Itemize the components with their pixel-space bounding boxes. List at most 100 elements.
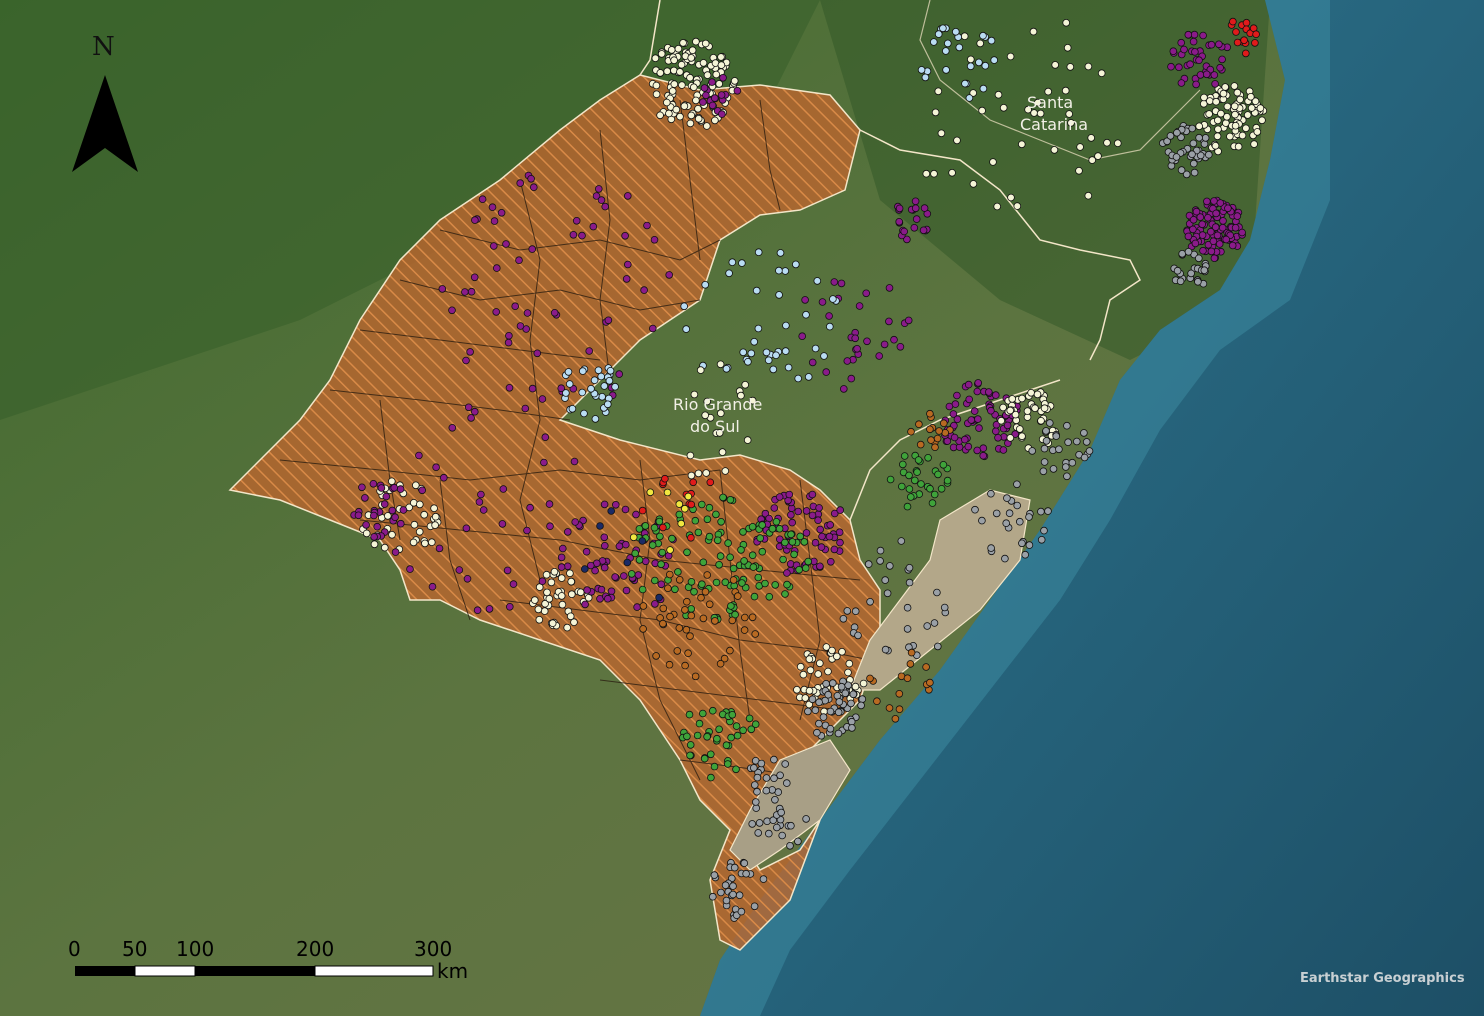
occurrence-point [905,485,914,493]
occurrence-point [382,492,391,501]
occurrence-point [650,236,659,244]
occurrence-point [965,94,974,102]
occurrence-point [739,348,747,357]
occurrence-point [729,882,737,890]
occurrence-point [1189,139,1198,148]
region-label-rs-line2: do Sul [690,417,740,436]
occurrence-point [1191,239,1200,248]
occurrence-point [1195,133,1203,142]
occurrence-point [1247,93,1255,101]
occurrence-point [1063,472,1071,481]
occurrence-point [748,613,757,622]
occurrence-point [900,452,909,460]
occurrence-point [1052,432,1060,440]
occurrence-point [969,89,977,97]
occurrence-point [873,697,881,705]
lagoon-mirim [729,739,851,871]
occurrence-point [973,446,981,455]
occurrence-point [1200,93,1208,102]
occurrence-point [722,741,731,749]
occurrence-point [607,507,615,515]
occurrence-point [971,505,979,514]
occurrence-point [666,546,674,554]
occurrence-point [834,708,843,716]
occurrence-point [943,476,952,485]
occurrence-point [1222,235,1230,244]
occurrence-point [857,701,865,710]
occurrence-point [606,366,615,375]
occurrence-point [589,222,598,231]
occurrence-point [787,511,795,519]
occurrence-point [478,195,487,204]
occurrence-point [682,625,691,634]
occurrence-point [710,762,719,771]
occurrence-point [578,388,586,397]
occurrence-point [1200,140,1209,148]
occurrence-point [658,548,667,557]
occurrence-point [811,538,820,547]
occurrence-point [838,647,846,656]
occurrence-point [1029,27,1038,36]
occurrence-point [1199,31,1207,40]
occurrence-point [567,590,576,598]
occurrence-point [748,820,756,828]
occurrence-point [528,384,537,393]
occurrence-point [1192,80,1200,89]
occurrence-point [1028,447,1036,455]
occurrence-point [563,528,572,536]
occurrence-point [904,316,913,325]
occurrence-point [740,859,749,867]
occurrence-point [896,342,905,351]
occurrence-point [406,565,414,573]
occurrence-point [1196,71,1205,79]
occurrence-point [822,368,830,376]
occurrence-point [703,397,711,406]
occurrence-point [836,506,844,514]
occurrence-point [651,54,660,62]
occurrence-point [698,580,706,588]
occurrence-point [885,317,893,326]
occurrence-point [1200,266,1209,275]
occurrence-point [725,269,733,278]
occurrence-point [1190,30,1199,39]
occurrence-point [675,624,684,632]
occurrence-point [615,370,623,378]
occurrence-point [1211,80,1219,88]
occurrence-point [1210,197,1218,205]
occurrence-point [611,573,619,581]
occurrence-point [890,335,898,344]
occurrence-point [749,563,758,571]
occurrence-point [687,471,696,480]
occurrence-point [1234,142,1243,151]
occurrence-point [545,594,554,603]
occurrence-point [949,410,958,418]
occurrence-point [563,562,572,571]
occurrence-point [716,360,725,369]
occurrence-point [1088,156,1096,164]
occurrence-point [530,596,539,604]
occurrence-point [851,334,859,343]
occurrence-point [994,433,1002,442]
occurrence-point [934,470,942,479]
occurrence-point [717,517,725,526]
occurrence-point [659,523,667,532]
occurrence-point [853,344,861,353]
occurrence-point [805,655,814,663]
occurrence-point [1033,390,1042,399]
occurrence-point [578,231,586,240]
occurrence-point [1017,140,1026,149]
occurrence-point [651,600,659,608]
occurrence-point [1003,494,1011,502]
occurrence-point [1214,116,1222,125]
occurrence-point [804,557,812,566]
occurrence-point [511,302,520,311]
occurrence-point [1195,122,1203,131]
occurrence-point [707,773,715,782]
occurrence-point [866,597,874,606]
occurrence-point [719,493,727,502]
occurrence-point [391,548,400,556]
occurrence-point [1050,146,1059,154]
occurrence-point [994,90,1003,99]
occurrence-point [431,521,439,529]
